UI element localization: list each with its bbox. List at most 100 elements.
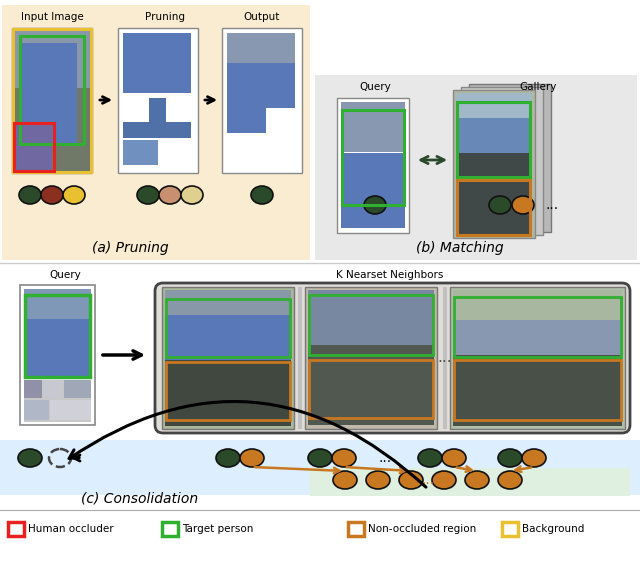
Text: Query: Query [359,82,391,92]
Bar [24,380,42,398]
Bar [456,93,532,118]
Bar [342,110,404,205]
Bar [308,290,434,345]
Ellipse shape [418,449,442,467]
Bar [64,380,91,398]
Ellipse shape [18,449,42,467]
Ellipse shape [159,186,181,204]
Text: ...: ... [545,198,559,212]
Bar [50,400,91,420]
FancyBboxPatch shape [155,283,630,433]
Text: ...: ... [438,350,452,365]
Bar [160,140,190,165]
Ellipse shape [308,449,332,467]
Ellipse shape [41,186,63,204]
Text: (c) Consolidation: (c) Consolidation [81,491,198,505]
Bar [309,360,433,418]
Bar [227,33,295,63]
Ellipse shape [332,449,356,467]
Bar [443,287,447,429]
Bar [456,93,532,153]
Bar [20,285,95,425]
Bar [222,28,302,173]
FancyArrowPatch shape [69,401,426,487]
Bar [457,102,530,177]
Text: Target person: Target person [182,524,253,534]
Bar [24,289,91,379]
Bar [308,345,434,425]
Bar [225,136,263,166]
Text: K Nearset Neighbors: K Nearset Neighbors [336,270,444,280]
Bar [305,287,437,429]
Bar [165,360,291,426]
Bar [14,123,52,171]
Bar [165,290,291,360]
Bar [341,153,405,228]
Ellipse shape [216,449,240,467]
Bar [341,102,405,152]
Bar [162,522,178,536]
Bar [14,123,54,171]
Text: ...: ... [378,451,392,465]
Bar [469,84,551,232]
Ellipse shape [364,196,386,214]
Bar [0,440,640,495]
Bar [454,360,621,420]
Ellipse shape [432,471,456,489]
Bar [337,98,409,233]
Bar [44,380,62,398]
Ellipse shape [251,186,273,204]
Bar [121,94,149,122]
Ellipse shape [181,186,203,204]
Bar [453,355,622,426]
Bar [123,98,191,138]
Text: ...: ... [421,473,435,487]
Bar [227,63,295,133]
Ellipse shape [366,471,390,489]
Text: Gallery: Gallery [519,82,557,92]
Bar [457,180,530,235]
Text: Query: Query [49,270,81,280]
Bar [166,94,193,122]
Text: Input Image: Input Image [20,12,83,22]
Ellipse shape [465,471,489,489]
Bar [2,5,310,260]
Bar [13,29,91,172]
Bar [118,28,198,173]
Bar [8,522,24,536]
Bar [341,228,405,231]
Bar [456,153,532,235]
Bar [20,36,84,144]
Bar [453,290,622,320]
Bar [12,28,92,173]
Ellipse shape [240,449,264,467]
Ellipse shape [137,186,159,204]
Ellipse shape [19,186,41,204]
Bar [309,295,433,355]
Bar [121,140,189,170]
Bar [166,362,290,420]
Bar [12,28,92,88]
Text: Pruning: Pruning [145,12,185,22]
Bar [454,297,621,357]
Bar [24,380,91,422]
Bar [450,287,625,429]
Bar [266,108,296,136]
Ellipse shape [442,449,466,467]
Bar [310,468,630,496]
Ellipse shape [399,471,423,489]
Bar [166,299,290,357]
Text: Non-occluded region: Non-occluded region [368,524,476,534]
Ellipse shape [498,449,522,467]
Bar [25,295,90,377]
Bar [24,289,91,319]
Bar [502,522,518,536]
Bar [12,88,92,173]
Text: (b) Matching: (b) Matching [416,241,504,255]
Bar [22,43,77,143]
Text: Background: Background [522,524,584,534]
Bar [123,33,191,93]
Text: Human occluder: Human occluder [28,524,114,534]
Bar [453,290,622,355]
Bar [123,140,158,165]
